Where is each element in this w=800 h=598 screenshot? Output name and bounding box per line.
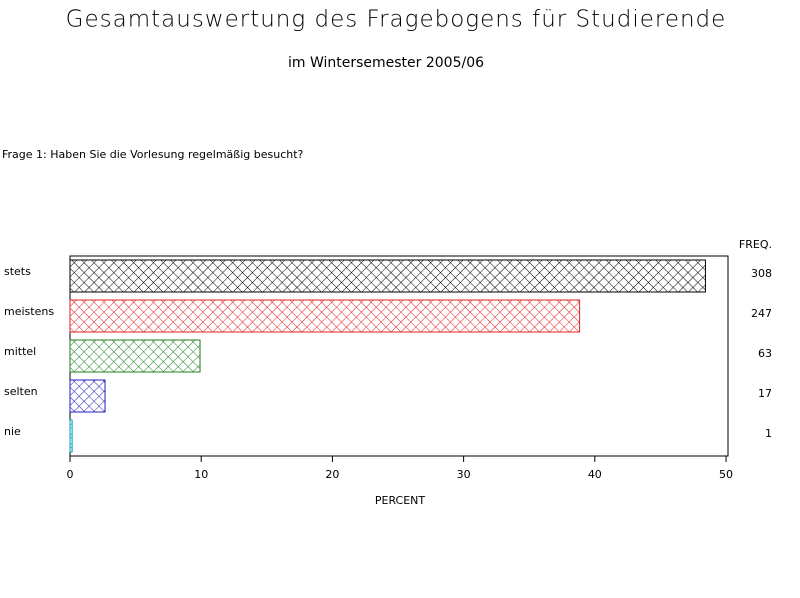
bar <box>69 259 706 293</box>
freq-value: 308 <box>751 267 772 280</box>
freq-value: 247 <box>751 307 772 320</box>
y-tick-label: mittel <box>4 345 36 358</box>
bar <box>69 299 581 333</box>
question: Frage 1: Haben Sie die Vorlesung regelmä… <box>2 148 304 161</box>
y-tick-label: meistens <box>4 305 54 318</box>
x-tick-label: 40 <box>588 468 602 481</box>
y-tick-label: nie <box>4 425 21 438</box>
x-axis-label: PERCENT <box>375 494 426 507</box>
freq-value: 1 <box>765 427 772 440</box>
bar <box>69 339 201 373</box>
y-tick-label: selten <box>4 385 38 398</box>
chart-title: Gesamtauswertung des Fragebogens für Stu… <box>66 7 727 33</box>
x-tick-label: 20 <box>325 468 339 481</box>
chart-subtitle: im Wintersemester 2005/06 <box>288 55 484 71</box>
freq-value: 63 <box>758 347 772 360</box>
x-tick-label: 30 <box>457 468 471 481</box>
bar <box>69 419 73 453</box>
bar <box>69 379 106 413</box>
freq-header: FREQ. <box>739 238 772 251</box>
y-tick-label: stets <box>4 265 31 278</box>
x-tick-label: 0 <box>67 468 74 481</box>
x-tick-label: 10 <box>194 468 208 481</box>
x-tick-label: 50 <box>719 468 733 481</box>
freq-value: 17 <box>758 387 772 400</box>
